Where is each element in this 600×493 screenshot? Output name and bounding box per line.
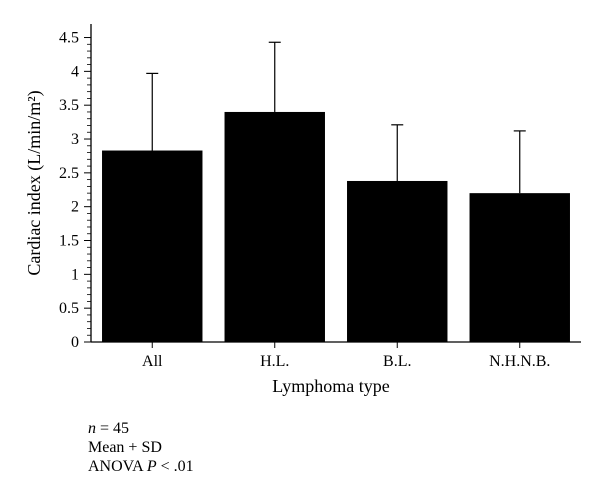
test-note: ANOVA P < .01 <box>88 457 194 476</box>
tick-labels-layer: All H.L. B.L. N.H.N.B. 0 0.5 1 1.5 2 2.5 3 3.5 4 4.5 <box>59 30 550 370</box>
y-tick-label-9: 4.5 <box>59 30 79 47</box>
x-tick-label-1: All <box>142 353 163 370</box>
summary-note: Mean + SD <box>88 439 162 456</box>
y-tick-label-1: 0.5 <box>59 300 79 317</box>
bars-layer <box>102 111 570 342</box>
bar-2 <box>224 111 325 342</box>
error-bars-layer <box>146 41 526 194</box>
x-axis-title: Lymphoma type <box>272 376 389 396</box>
axes-layer <box>84 24 581 348</box>
bar-4 <box>469 193 570 342</box>
y-tick-label-3: 1.5 <box>59 233 79 250</box>
y-tick-label-7: 3.5 <box>59 97 79 114</box>
y-tick-label-0: 0 <box>71 334 79 351</box>
bar-3 <box>347 180 448 342</box>
y-tick-label-5: 2.5 <box>59 165 79 182</box>
sample-size-note: n = 45 <box>88 419 194 438</box>
test-name: ANOVA <box>88 458 147 475</box>
n-symbol: n <box>88 420 96 437</box>
y-tick-label-2: 1 <box>71 266 79 283</box>
y-tick-label-6: 3 <box>71 131 79 148</box>
x-tick-label-4: N.H.N.B. <box>489 353 550 370</box>
sample-size-value: = 45 <box>96 420 130 437</box>
y-tick-label-8: 4 <box>71 63 79 80</box>
p-symbol: P <box>146 458 157 475</box>
y-tick-label-4: 2 <box>71 199 79 216</box>
chart-notes: n = 45 Mean + SD ANOVA P < .01 <box>88 419 194 476</box>
test-value: < .01 <box>156 458 194 475</box>
bar-chart: All H.L. B.L. N.H.N.B.00.511.522.533.544.5 … <box>24 24 581 396</box>
x-tick-label-3: B.L. <box>383 353 411 370</box>
bar-1 <box>102 150 203 342</box>
x-tick-label-2: H.L. <box>260 353 289 370</box>
y-axis-title: Cardiac index (L/min/m²) <box>24 90 45 275</box>
